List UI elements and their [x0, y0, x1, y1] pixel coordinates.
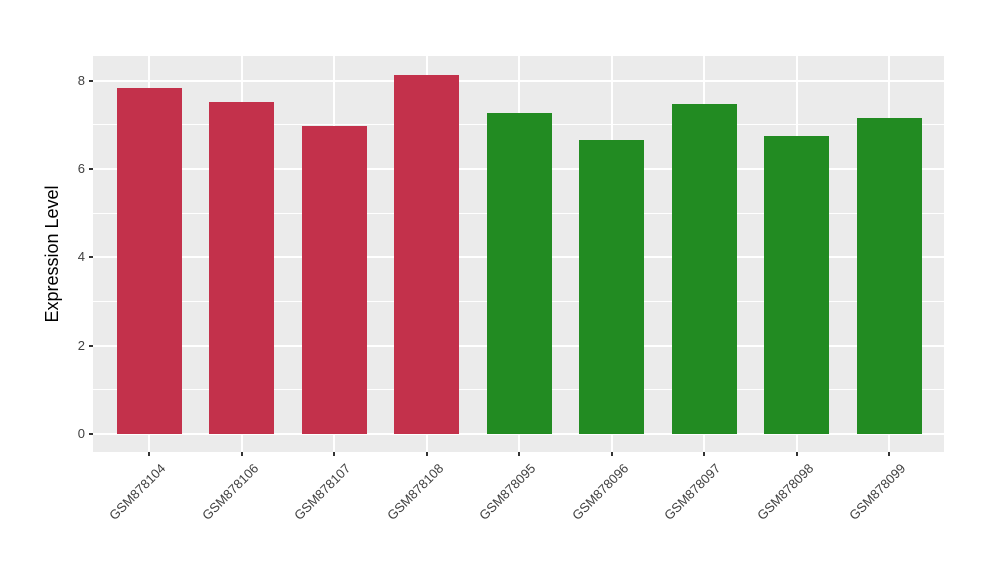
bar-GSM878108: [394, 74, 460, 434]
y-tick-label-2: 2: [77, 337, 85, 353]
y-tick-label-8: 8: [77, 72, 85, 88]
x-tick-label-GSM878104: GSM878104: [106, 460, 169, 523]
bar-GSM878096: [579, 139, 645, 434]
bar-GSM878097: [671, 104, 737, 434]
x-tick-label-GSM878107: GSM878107: [291, 460, 354, 523]
x-tick-mark-GSM878104: [148, 452, 151, 456]
x-tick-label-GSM878106: GSM878106: [198, 460, 262, 523]
plot-panel: [93, 56, 944, 452]
x-tick-label-GSM878097: GSM878097: [661, 460, 724, 523]
bar-GSM878104: [116, 88, 182, 434]
y-tick-label-6: 6: [77, 161, 85, 176]
y-tick-mark-4: [89, 256, 93, 259]
x-tick-mark-GSM878108: [425, 452, 428, 456]
bar-GSM878099: [856, 117, 922, 434]
x-tick-mark-GSM878106: [240, 452, 243, 456]
x-tick-mark-GSM878095: [518, 452, 521, 456]
y-tick-mark-8: [89, 79, 93, 82]
y-tick-mark-2: [89, 344, 93, 347]
x-tick-label-GSM878095: GSM878095: [476, 460, 539, 523]
y-tick-mark-6: [89, 168, 93, 170]
bar-GSM878106: [209, 102, 275, 434]
bar-GSM878107: [301, 125, 367, 434]
y-tick-mark-0: [89, 433, 93, 435]
x-tick-mark-GSM878097: [703, 452, 706, 456]
x-tick-mark-GSM878098: [795, 452, 798, 456]
x-tick-mark-GSM878096: [610, 452, 613, 456]
y-axis-title: Expression Level: [42, 185, 62, 323]
x-tick-mark-GSM878099: [888, 452, 891, 456]
x-tick-mark-GSM878107: [333, 452, 336, 456]
y-tick-label-0: 0: [77, 426, 85, 441]
x-tick-label-GSM878098: GSM878098: [753, 460, 817, 523]
x-tick-label-GSM878108: GSM878108: [383, 460, 447, 523]
bar-GSM878098: [764, 135, 830, 434]
x-tick-label-GSM878096: GSM878096: [568, 460, 632, 523]
x-tick-label-GSM878099: GSM878099: [846, 460, 909, 523]
y-tick-label-4: 4: [77, 249, 85, 265]
bar-GSM878095: [486, 113, 552, 434]
